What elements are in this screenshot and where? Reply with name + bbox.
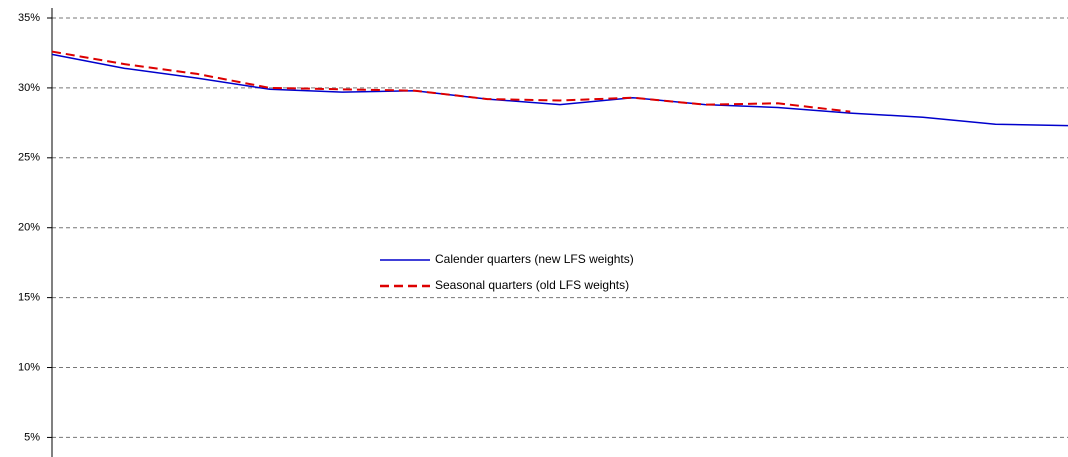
y-tick-label: 5%	[24, 431, 40, 443]
legend-label: Calender quarters (new LFS weights)	[435, 252, 634, 266]
y-tick-label: 15%	[18, 292, 40, 304]
series-line	[51, 53, 1068, 127]
y-tick-label: 10%	[18, 361, 40, 373]
legend-label: Seasonal quarters (old LFS weights)	[435, 278, 629, 292]
series-line	[51, 50, 851, 113]
y-tick-label: 20%	[18, 222, 40, 234]
y-tick-label: 30%	[18, 82, 40, 94]
y-tick-label: 35%	[18, 12, 40, 24]
y-tick-label: 25%	[18, 152, 40, 164]
